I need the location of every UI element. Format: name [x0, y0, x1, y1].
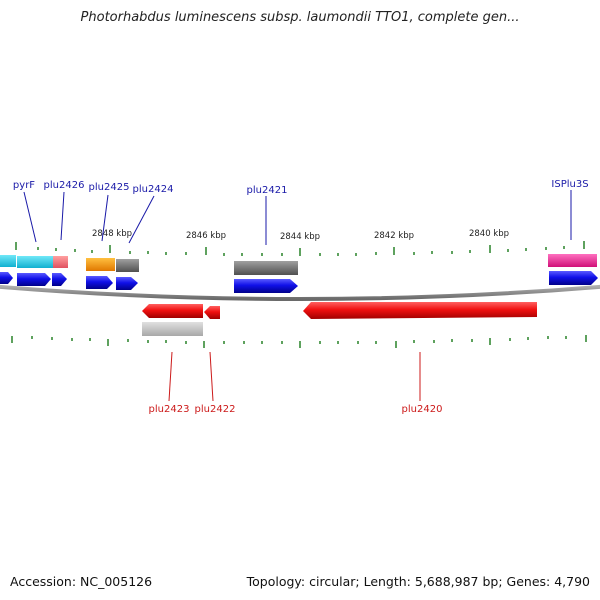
feature-block-cyan[interactable]	[0, 255, 16, 267]
gene-arrow-forward[interactable]	[234, 279, 298, 293]
gene-label-top[interactable]: plu2421	[247, 185, 288, 196]
gene-track-forward	[0, 271, 598, 293]
leader-lines-top	[23, 190, 572, 245]
scale-label: 2846 kbp	[186, 231, 226, 241]
genome-backbone	[0, 284, 600, 301]
page-title: Photorhabdus luminescens subsp. laumondi…	[80, 10, 520, 25]
gene-arrow-reverse[interactable]	[303, 302, 537, 319]
topology-text: Topology: circular; Length: 5,688,987 bp…	[246, 574, 590, 589]
feature-block-salmon[interactable]	[53, 256, 68, 268]
gene-label-bottom[interactable]: plu2422	[195, 404, 236, 415]
feature-block-pink[interactable]	[548, 254, 597, 267]
gene-label-bottom[interactable]: plu2423	[149, 404, 190, 415]
gene-label-top[interactable]: plu2426	[44, 180, 85, 191]
gene-arrow-reverse[interactable]	[204, 306, 220, 319]
gene-track-reverse	[142, 302, 537, 319]
feature-block-cyan[interactable]	[17, 256, 53, 268]
scale-label: 2844 kbp	[280, 232, 320, 242]
feature-block-orange[interactable]	[86, 258, 115, 271]
gene-label-top[interactable]: plu2424	[133, 184, 174, 195]
gene-arrow-forward[interactable]	[549, 271, 598, 285]
gene-label-top[interactable]: pyrF	[13, 180, 35, 191]
feature-block-gray[interactable]	[234, 261, 298, 275]
gene-arrow-forward[interactable]	[116, 277, 138, 290]
gene-label-top[interactable]: plu2425	[89, 182, 130, 193]
scale-label: 2840 kbp	[469, 229, 509, 239]
scale-label: 2842 kbp	[374, 231, 414, 241]
gene-label-bottom[interactable]: plu2420	[402, 404, 443, 415]
gene-arrow-forward[interactable]	[17, 273, 51, 286]
gene-arrow-forward[interactable]	[52, 273, 67, 286]
gene-arrow-reverse[interactable]	[142, 304, 203, 318]
gene-arrow-forward[interactable]	[86, 276, 113, 289]
annotation-track-top	[0, 254, 597, 275]
scale-label: 2848 kbp	[92, 229, 132, 239]
feature-block-lightgray[interactable]	[142, 322, 203, 336]
accession-text: Accession: NC_005126	[10, 574, 153, 589]
scale-ticks-top	[15, 241, 585, 256]
feature-block-gray[interactable]	[116, 259, 139, 272]
gene-label-top[interactable]: ISPlu3S	[551, 179, 588, 190]
leader-lines-bottom	[168, 351, 421, 402]
scale-ticks-bottom	[11, 335, 587, 348]
gene-arrow-forward[interactable]	[0, 272, 13, 284]
